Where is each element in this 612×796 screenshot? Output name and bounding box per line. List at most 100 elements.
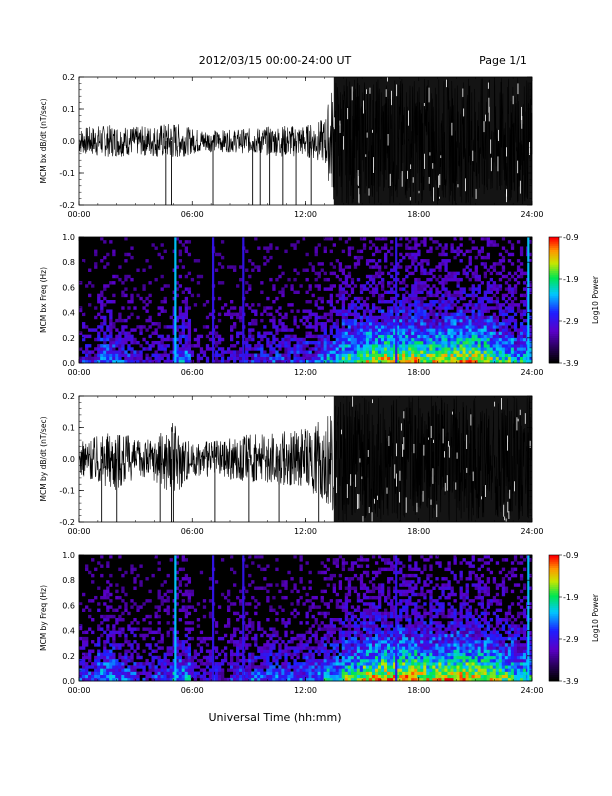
spectrogram-cell [348, 253, 351, 256]
spectrogram-cell [109, 675, 112, 678]
spectrogram-cell [109, 615, 112, 618]
spectrogram-cell [97, 347, 100, 350]
spectrogram-cell [315, 246, 318, 249]
spectrogram-cell [179, 665, 182, 668]
spectrogram-cell [345, 354, 348, 357]
spectrogram-cell [333, 618, 336, 621]
spectrogram-cell [502, 344, 505, 347]
spectrogram-cell [345, 344, 348, 347]
spectrogram-cell [260, 281, 263, 284]
spectrogram-cell [481, 250, 484, 253]
spectrogram-cell [121, 344, 124, 347]
spectrogram-cell [363, 643, 366, 646]
spectrogram-cell [339, 634, 342, 637]
spectrogram-cell [145, 599, 148, 602]
spectrogram-cell [472, 313, 475, 316]
spectrogram-cell [339, 350, 342, 353]
spectrogram-cell [124, 637, 127, 640]
spectrogram-cell [260, 319, 263, 322]
spectrogram-cell [466, 332, 469, 335]
spectrogram-cell [88, 615, 91, 618]
spectrogram-cell [414, 284, 417, 287]
spectrogram-cell [435, 278, 438, 281]
spectrogram-cell [372, 319, 375, 322]
spectrogram-cell [209, 662, 212, 665]
spectrogram-cell [136, 574, 139, 577]
spectrogram-cell [366, 322, 369, 325]
spectrogram-cell [209, 587, 212, 590]
spectrogram-cell [351, 338, 354, 341]
spectrogram-cell [336, 561, 339, 564]
spectrogram-cell [266, 306, 269, 309]
spectrogram-cell [363, 350, 366, 353]
spectrogram-cell [469, 262, 472, 265]
dbdt-gap [446, 80, 447, 88]
spectrogram-cell [402, 338, 405, 341]
spectrogram-cell [215, 357, 218, 360]
spectrogram-cell [342, 602, 345, 605]
spectrogram-cell [136, 656, 139, 659]
spectrogram-cell [478, 332, 481, 335]
spectrogram-cell [266, 250, 269, 253]
spectrogram-cell [514, 284, 517, 287]
spectrogram-cell [296, 354, 299, 357]
spectrogram-cell [239, 357, 242, 360]
spectrogram-cell [387, 341, 390, 344]
spectrogram-cell [302, 316, 305, 319]
y-tick-label: 0.1 [62, 105, 75, 114]
spectrogram-cell [215, 624, 218, 627]
spectrogram-cell [354, 316, 357, 319]
spectrogram-cell [378, 354, 381, 357]
spectrogram-cell [318, 341, 321, 344]
spectrogram-cell [481, 316, 484, 319]
spectrogram-cell [182, 568, 185, 571]
spectrogram-cell [312, 634, 315, 637]
spectrogram-cell [487, 240, 490, 243]
spectrogram-cell [354, 665, 357, 668]
spectrogram-cell [309, 580, 312, 583]
spectrogram-cell [460, 344, 463, 347]
spectrogram-cell [106, 672, 109, 675]
spectrogram-cell [399, 309, 402, 312]
spectrogram-cell [85, 284, 88, 287]
spectrogram-cell [306, 599, 309, 602]
spectrogram-cell [390, 269, 393, 272]
spectrogram-cell [266, 675, 269, 678]
spectrogram-cell [411, 322, 414, 325]
spectrogram-cell [315, 322, 318, 325]
spectrogram-cell [490, 240, 493, 243]
spectrogram-cell [417, 262, 420, 265]
spectrogram-cell [191, 662, 194, 665]
spectrogram-cell [363, 347, 366, 350]
spectrogram-cell [254, 599, 257, 602]
spectrogram-cell [414, 256, 417, 259]
spectrogram-cell [312, 646, 315, 649]
spectrogram-cell [91, 328, 94, 331]
spectrogram-cell [330, 650, 333, 653]
spectrogram-cell [444, 328, 447, 331]
spectrogram-cell [360, 332, 363, 335]
spectrogram-cell [408, 272, 411, 275]
spectrogram-cell [127, 332, 130, 335]
spectrogram-cell [390, 325, 393, 328]
spectrogram-cell [281, 354, 284, 357]
spectrogram-cell [475, 354, 478, 357]
spectrogram-cell [438, 275, 441, 278]
spectrogram-cell [384, 322, 387, 325]
spectrogram-cell [109, 335, 112, 338]
spectrogram-cell [124, 357, 127, 360]
spectrogram-cell [460, 319, 463, 322]
spectrogram-cell [215, 665, 218, 668]
spectrogram-cell [357, 256, 360, 259]
spectrogram-cell [155, 341, 158, 344]
spectrogram-cell [290, 328, 293, 331]
spectrogram-cell [309, 325, 312, 328]
spectrogram-cell [127, 335, 130, 338]
spectrogram-cell [197, 354, 200, 357]
spectrogram-cell [97, 350, 100, 353]
y-tick-label: 0.0 [62, 137, 75, 146]
spectrogram-cell [167, 653, 170, 656]
spectrogram-cell [155, 656, 158, 659]
spectrogram-cell [179, 325, 182, 328]
spectrogram-cell [221, 350, 224, 353]
